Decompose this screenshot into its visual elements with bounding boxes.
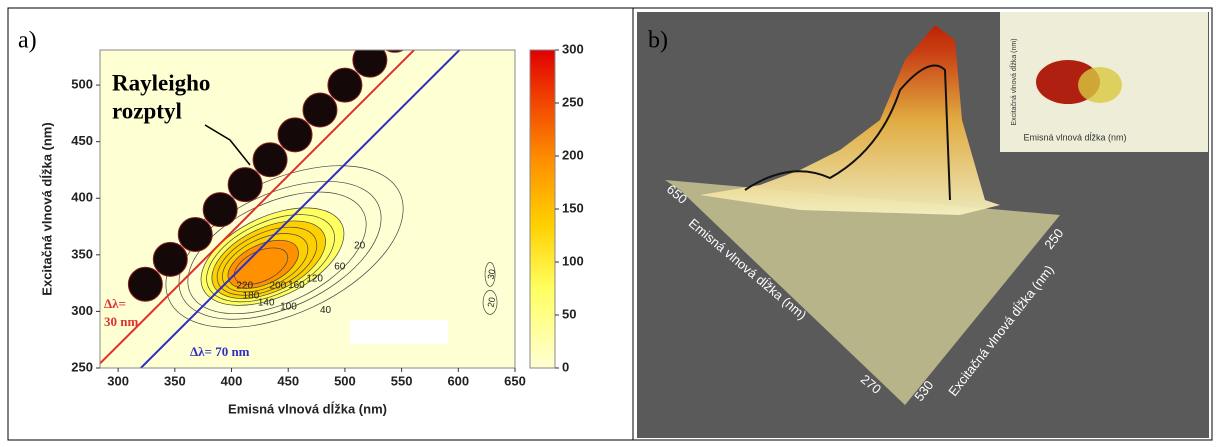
contour-label: 120	[306, 274, 323, 285]
y-tick-label: 300	[71, 303, 93, 318]
x-tick-label: 300	[107, 373, 129, 388]
x-tick-label: 400	[221, 373, 243, 388]
contour-label: 40	[320, 305, 332, 316]
inset-y-label: Excitačná vlnová dĺžka (nm)	[1009, 38, 1018, 125]
offset-line-label: 30 nm	[104, 314, 138, 329]
y-tick-label: 350	[71, 246, 93, 261]
x-axis-label: Emisná vlnová dĺžka (nm)	[228, 401, 387, 416]
colorbar	[530, 50, 555, 368]
contour-label: 220	[236, 280, 253, 291]
y-axis-label: Excitačná vlnová dĺžka (nm)	[39, 122, 54, 295]
rayleigh-blob	[128, 267, 162, 301]
rayleigh-blob	[228, 168, 262, 202]
y-tick-label: 450	[71, 133, 93, 148]
contour-label: 180	[243, 290, 260, 301]
offset-line-label: Δλ=	[104, 296, 126, 311]
rayleigh-label: rozptyl	[112, 98, 182, 123]
contour-label: 160	[288, 280, 305, 291]
panel-label: b)	[648, 28, 668, 54]
x-tick-label: 450	[277, 373, 299, 388]
y-tick-label: 500	[71, 77, 93, 92]
rayleigh-blob	[378, 18, 412, 52]
contour-label: 100	[280, 301, 297, 312]
y-tick-label: 400	[71, 190, 93, 205]
rayleigh-blob	[253, 143, 287, 177]
colorbar-tick-label: 0	[562, 359, 569, 374]
panel-label: a)	[18, 28, 37, 54]
rayleigh-blob	[203, 193, 237, 227]
y-tick-label: 250	[71, 359, 93, 374]
rayleigh-blob	[153, 242, 187, 276]
colorbar-tick-label: 150	[562, 200, 584, 215]
colorbar-tick-label: 200	[562, 147, 584, 162]
contour-label: 20	[486, 296, 498, 308]
contour-label: 140	[258, 298, 275, 309]
rayleigh-blob	[278, 118, 312, 152]
contour-label: 30	[486, 268, 498, 280]
figure: a) 20 40 60 100 120 140 160 180 200 220 20 30 300 350…	[0, 0, 1220, 442]
rayleigh-label: Rayleigho	[112, 70, 210, 95]
rayleigh-blob	[328, 68, 362, 102]
rayleigh-blob	[178, 217, 212, 251]
x-tick-label: 550	[391, 373, 413, 388]
contour-plot: 20 40 60 100 120 140 160 180 200 220 20 30 300 350 400…	[39, 18, 583, 416]
contour-label: 20	[354, 240, 366, 251]
rayleigh-blob	[303, 93, 337, 127]
x-tick-label: 650	[504, 373, 526, 388]
contour-label: 60	[334, 261, 346, 272]
x-tick-label: 600	[447, 373, 469, 388]
colorbar-tick-label: 100	[562, 253, 584, 268]
inset-x-label: Emisná vlnová dĺžka (nm)	[1023, 131, 1126, 142]
x-tick-label: 500	[334, 373, 356, 388]
x-tick-label: 350	[164, 373, 186, 388]
colorbar-tick-label: 300	[562, 41, 584, 56]
offset-line-label: Δλ= 70 nm	[190, 344, 250, 359]
mask-box	[350, 320, 448, 344]
rayleigh-blob	[353, 43, 387, 77]
colorbar-tick-label: 50	[562, 306, 576, 321]
contour-label: 200	[270, 281, 287, 292]
colorbar-tick-label: 250	[562, 94, 584, 109]
inset-peak	[1078, 67, 1122, 103]
